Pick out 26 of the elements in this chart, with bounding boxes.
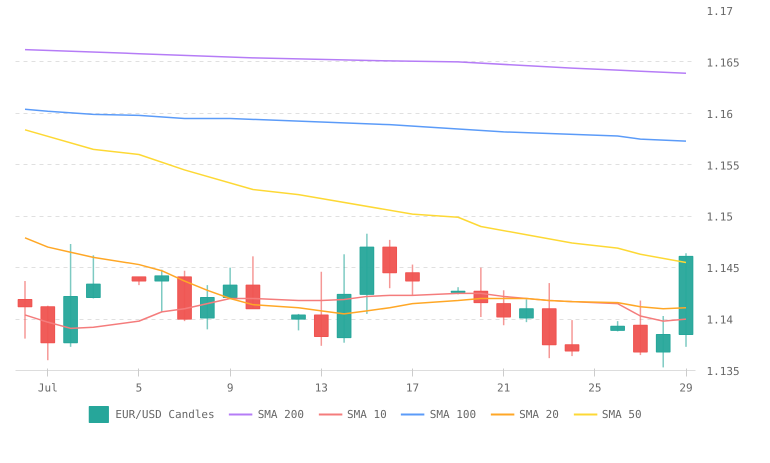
x-tick-label: 25 bbox=[588, 382, 602, 394]
legend-label: SMA 200 bbox=[258, 408, 304, 420]
y-tick-label: 1.15 bbox=[706, 210, 733, 224]
y-tick-label: 1.16 bbox=[706, 108, 733, 121]
x-tick-label: Jul bbox=[38, 382, 58, 394]
y-tick-label: 1.17 bbox=[706, 5, 733, 18]
y-tick-label: 1.145 bbox=[706, 262, 740, 276]
y-tick-label: 1.165 bbox=[706, 56, 740, 70]
x-tick-label: 9 bbox=[226, 382, 234, 394]
y-tick-label: 1.155 bbox=[706, 159, 740, 172]
line-series bbox=[24, 237, 687, 315]
x-tick-label: 5 bbox=[136, 382, 142, 394]
line-series bbox=[24, 48, 687, 74]
y-tick-label: 1.14 bbox=[706, 314, 734, 327]
line-series bbox=[24, 108, 687, 142]
x-tick-label: 29 bbox=[679, 382, 693, 394]
x-tick-label: 21 bbox=[497, 382, 510, 394]
x-tick-label: 13 bbox=[314, 382, 328, 394]
legend-label: SMA 20 bbox=[519, 408, 559, 420]
legend-label: EUR/USD Candles bbox=[115, 408, 215, 420]
legend-label: SMA 100 bbox=[430, 408, 476, 420]
x-tick-label: 17 bbox=[406, 382, 420, 394]
y-tick-label: 1.135 bbox=[706, 365, 740, 378]
line-series bbox=[24, 129, 687, 264]
legend-label: SMA 10 bbox=[347, 408, 387, 420]
legend-label: SMA 50 bbox=[602, 408, 642, 420]
